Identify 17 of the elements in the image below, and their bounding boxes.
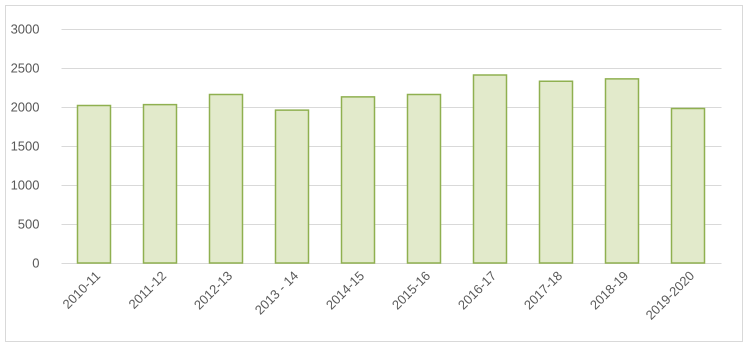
bar <box>274 109 310 264</box>
y-tick-label: 0 <box>32 256 40 270</box>
y-tick-label: 1500 <box>10 138 40 154</box>
bar <box>340 96 376 264</box>
y-tick-label: 1000 <box>10 178 40 192</box>
bar <box>208 94 244 264</box>
bar <box>604 78 640 264</box>
bar <box>142 104 178 264</box>
y-tick-label: 2000 <box>10 100 40 114</box>
bar <box>472 74 508 264</box>
bar <box>538 80 574 264</box>
bar <box>406 94 442 264</box>
bar <box>76 104 112 264</box>
y-tick-label: 3000 <box>10 22 40 36</box>
y-tick-label: 2500 <box>10 60 40 76</box>
y-tick-label: 500 <box>18 216 40 232</box>
bar <box>670 108 706 264</box>
